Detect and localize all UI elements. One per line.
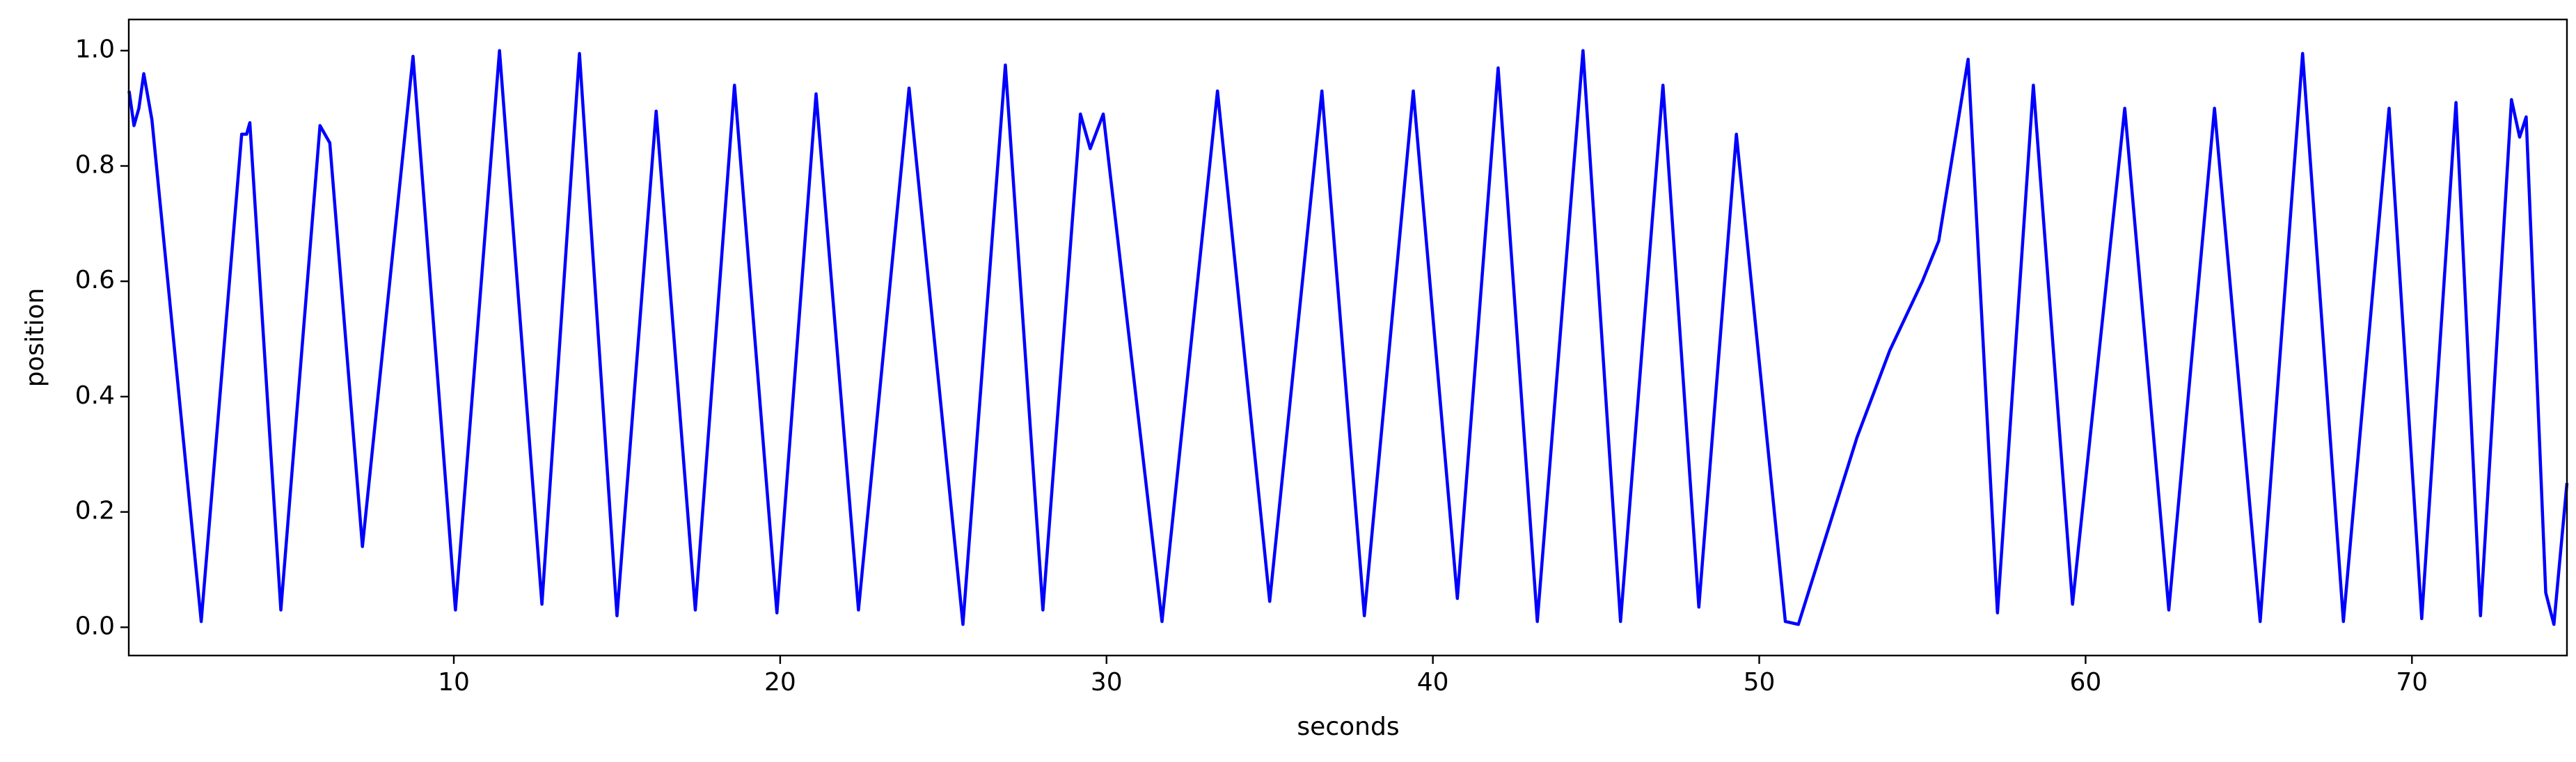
x-tick-label: 40	[1417, 668, 1449, 697]
x-tick-label: 70	[2396, 668, 2428, 697]
x-tick-label: 50	[1744, 668, 1776, 697]
x-axis-label: seconds	[1297, 713, 1399, 741]
x-tick-label: 20	[764, 668, 796, 697]
y-tick-label: 0.8	[75, 150, 115, 179]
x-tick-label: 30	[1091, 668, 1123, 697]
y-tick-label: 1.0	[75, 35, 115, 64]
y-tick-label: 0.4	[75, 381, 115, 410]
y-axis-label: position	[21, 288, 49, 388]
x-tick-label: 60	[2069, 668, 2101, 697]
plot-frame	[127, 18, 2568, 657]
y-tick-label: 0.6	[75, 266, 115, 294]
x-tick-label: 10	[438, 668, 470, 697]
data-line	[127, 49, 2569, 626]
y-tick-label: 0.2	[75, 497, 115, 525]
y-tick-label: 0.0	[75, 612, 115, 640]
